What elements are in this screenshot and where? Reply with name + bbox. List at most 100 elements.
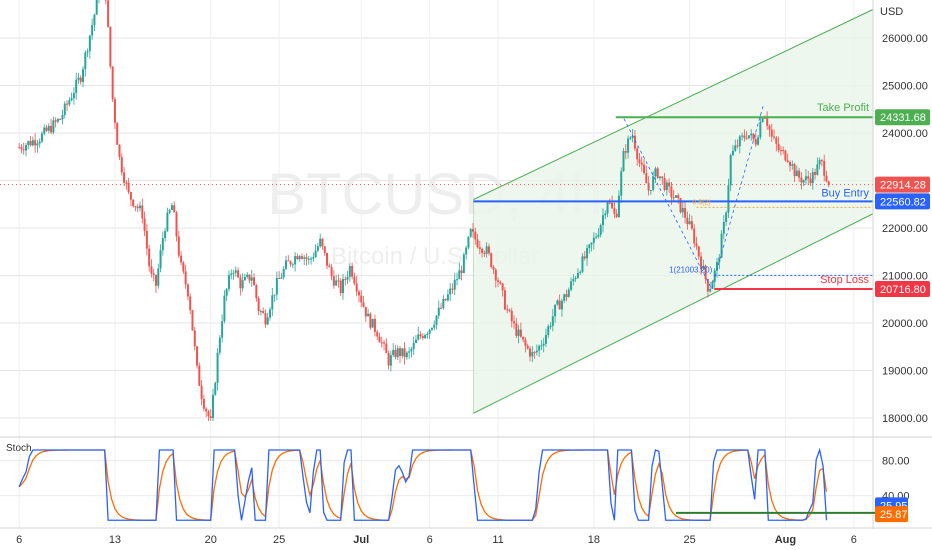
candle-body xyxy=(465,247,468,255)
candle-body xyxy=(369,313,372,328)
candle-body xyxy=(298,256,301,260)
candle-body xyxy=(364,306,367,317)
candle-body xyxy=(88,35,91,52)
candle-body xyxy=(433,324,436,328)
candle-body xyxy=(29,141,32,146)
candle-body xyxy=(535,350,538,353)
candle-body xyxy=(547,326,550,335)
candle-body xyxy=(120,157,123,173)
candle-body xyxy=(462,254,465,273)
candle-body xyxy=(606,202,609,214)
candle-body xyxy=(214,383,217,395)
price-tick-label: 21000.00 xyxy=(882,271,928,283)
candle-body xyxy=(709,288,712,292)
candle-body xyxy=(383,342,386,344)
candle-body xyxy=(551,316,554,326)
candle-body xyxy=(34,140,37,146)
candle-body xyxy=(795,170,798,177)
stop-loss-badge: 20716.80 xyxy=(880,284,926,296)
candle-body xyxy=(649,189,652,191)
candle-body xyxy=(811,172,814,184)
candle-body xyxy=(154,274,157,286)
time-tick-label: 20 xyxy=(205,534,217,546)
candle-body xyxy=(321,238,324,247)
candle-body xyxy=(54,120,57,122)
candle-body xyxy=(446,294,449,301)
candle-body xyxy=(323,246,326,253)
candle-body xyxy=(456,279,459,281)
candle-body xyxy=(95,0,98,15)
candle-body xyxy=(18,147,21,149)
candle-body xyxy=(305,257,308,260)
candle-body xyxy=(476,239,479,248)
candle-body xyxy=(61,115,64,120)
candle-body xyxy=(736,145,739,147)
candle-body xyxy=(570,281,573,290)
candle-body xyxy=(814,172,817,175)
candle-body xyxy=(353,276,356,284)
candle-body xyxy=(734,145,737,151)
candle-body xyxy=(469,229,472,237)
candle-body xyxy=(205,408,208,412)
candle-body xyxy=(371,318,374,328)
candle-body xyxy=(266,317,269,325)
candle-body xyxy=(629,137,632,139)
candle-body xyxy=(747,135,750,139)
candle-body xyxy=(807,176,810,179)
time-axis[interactable]: 6 13 20 25 Jul 6 11 18 25 Aug 6 xyxy=(16,534,857,546)
candle-body xyxy=(654,168,657,177)
candle-body xyxy=(741,135,744,137)
candle-body xyxy=(216,352,219,384)
candle-body xyxy=(745,137,748,139)
candle-body xyxy=(77,77,80,80)
candle-body xyxy=(399,348,402,356)
candle-body xyxy=(494,269,497,281)
candle-body xyxy=(300,256,303,259)
candle-body xyxy=(237,270,240,278)
candle-body xyxy=(373,318,376,332)
ascending-channel[interactable] xyxy=(0,9,874,414)
candle-body xyxy=(225,288,228,296)
candle-body xyxy=(239,277,242,289)
candle-body xyxy=(481,249,484,253)
candle-body xyxy=(312,257,315,259)
candle-body xyxy=(70,98,73,101)
candle-body xyxy=(127,182,130,193)
channel-lower-line xyxy=(473,213,874,414)
buy-entry-badge-bg xyxy=(875,193,930,210)
candle-body xyxy=(658,176,661,178)
candle-body xyxy=(556,300,559,305)
candle-body xyxy=(253,277,256,286)
trade-levels[interactable]: Take Profit Buy Entry Stop Loss 1(21003.20)… xyxy=(473,102,873,290)
candle-body xyxy=(47,125,50,131)
candle-body xyxy=(387,353,390,366)
candle-body xyxy=(647,183,650,191)
candle-body xyxy=(574,277,577,280)
candle-body xyxy=(428,329,431,334)
candle-body xyxy=(378,336,381,343)
candle-body xyxy=(558,300,561,310)
candle-body xyxy=(798,170,801,178)
candle-body xyxy=(809,178,812,184)
candle-body xyxy=(549,325,552,327)
candle-body xyxy=(590,242,593,245)
candle-body xyxy=(793,164,796,177)
candle-body xyxy=(316,246,319,251)
candle-body xyxy=(326,252,329,266)
candle-body xyxy=(175,212,178,237)
candle-body xyxy=(125,182,128,184)
candle-body xyxy=(449,288,452,295)
candle-body xyxy=(668,182,671,187)
candle-body xyxy=(161,238,164,251)
price-axis[interactable]: 26000.0025000.0024000.0023000.0022000.00… xyxy=(882,33,928,425)
candle-body xyxy=(27,141,30,146)
candle-body xyxy=(72,93,75,99)
candle-body xyxy=(296,256,299,260)
candle-body xyxy=(339,280,342,294)
candle-body xyxy=(643,164,646,174)
candle-body xyxy=(460,270,463,273)
candle-body xyxy=(633,135,636,149)
candle-body xyxy=(727,185,730,213)
